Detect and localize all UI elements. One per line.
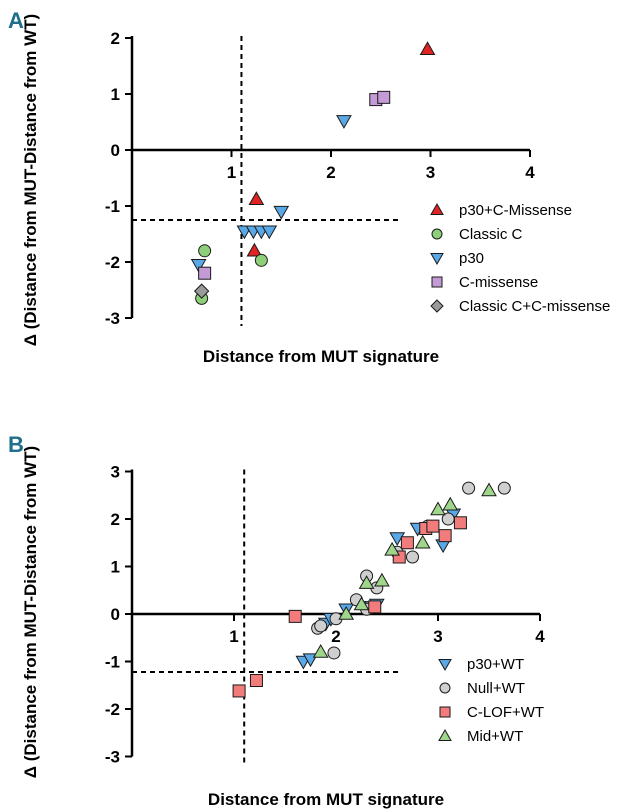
panel-b-point-c-lof-wt: [249, 674, 263, 687]
panel-a-legend-marker: [430, 253, 444, 266]
panel-a-y-tick-label: -3: [105, 309, 120, 328]
panel-b-point-null-wt: [462, 481, 476, 495]
panel-letter-b: B: [8, 432, 24, 457]
panel-b-point-null-wt: [314, 619, 328, 633]
panel-b-point-mid-wt: [384, 541, 400, 556]
panel-a-x-tick-label: 4: [525, 163, 535, 182]
panel-b-point-c-lof-wt: [368, 600, 382, 614]
panel-b-point-c-lof-wt: [426, 519, 440, 533]
panel-a-y-tick-label: -1: [105, 197, 120, 216]
panel-b-x-tick-label: 2: [331, 627, 340, 646]
panel-b-y-tick-label: 1: [111, 558, 120, 577]
panel-a-point-p30: [261, 225, 278, 240]
panel-b-point-c-lof-wt: [453, 516, 467, 530]
panel-b-y-tick-label: 0: [111, 605, 120, 624]
panel-b-point-c-lof-wt: [400, 536, 414, 550]
panel-a-y-axis-title: Δ (Distance from MUT-Distance from WT): [21, 14, 40, 346]
panel-b-legend-label: Mid+WT: [467, 728, 523, 745]
panel-a-point-p30-c-missense: [419, 41, 436, 55]
panel-a-point-c-missense: [377, 90, 391, 104]
panel-b-legend-label: p30+WT: [467, 656, 524, 673]
panel-b-point-mid-wt: [338, 605, 355, 620]
panel-b-x-axis-title: Distance from MUT signature: [208, 790, 444, 809]
panel-b-point-mid-wt: [481, 482, 497, 497]
panel-b-point-null-wt: [327, 646, 341, 660]
panel-b-legend-marker: [438, 728, 452, 741]
panel-a-y-tick-label: 1: [111, 85, 120, 104]
panel-a-legend-label: Classic C+C-missense: [459, 298, 610, 315]
panel-a-legend-label: Classic C: [459, 226, 523, 243]
panel-a-legend-marker: [430, 202, 444, 215]
panel-a-legend-label: C-missense: [459, 274, 538, 291]
panel-a-point-classic-c: [198, 244, 212, 258]
panel-b-y-tick-label: -3: [105, 748, 120, 767]
panel-b-point-p30-wt: [389, 532, 406, 547]
panel-a-point-p30: [273, 205, 290, 220]
panel-b-point-mid-wt: [442, 496, 459, 511]
panel-b-legend-marker: [439, 706, 451, 718]
panel-b-point-null-wt: [497, 481, 511, 495]
panel-b-y-tick-label: 3: [111, 463, 120, 482]
panel-a-x-axis-title: Distance from MUT signature: [203, 347, 439, 366]
panel-b-point-c-lof-wt: [288, 609, 302, 623]
panel-a-y-tick-label: 0: [111, 141, 120, 160]
panel-a-point-p30-c-missense: [248, 191, 265, 206]
panel-b-x-tick-label: 3: [433, 627, 442, 646]
panel-b-x-tick-label: 1: [229, 627, 238, 646]
panel-b-legend-marker: [439, 682, 451, 694]
panel-b-legend-label: C-LOF+WT: [467, 704, 544, 721]
panel-a-y-tick-label: -2: [105, 253, 120, 272]
panel-a-legend-label: p30+C-Missense: [459, 202, 572, 219]
panel-b-point-mid-wt: [414, 534, 431, 549]
panel-a-point-p30: [336, 115, 352, 129]
panel-b-point-mid-wt: [353, 596, 370, 611]
panel-a-point-classic-c: [254, 253, 268, 267]
panel-b-y-tick-label: 2: [111, 510, 120, 529]
panel-b-legend-marker: [438, 659, 452, 672]
panel-a-point-classic-c-c-missense: [193, 283, 210, 299]
panel-a-legend-label: p30: [459, 250, 484, 267]
panel-b-legend-label: Null+WT: [467, 680, 525, 697]
panel-b-point-null-wt: [406, 550, 419, 564]
panel-b-point-mid-wt: [358, 575, 375, 589]
panel-b-y-tick-label: -1: [105, 653, 120, 672]
panel-b-y-axis-title: Δ (Distance from MUT-Distance from WT): [21, 446, 40, 778]
panel-b-y-tick-label: -2: [105, 700, 120, 719]
panel-a-legend-marker: [430, 299, 444, 313]
panel-a-y-tick-label: 2: [111, 29, 120, 48]
panel-letter-a: A: [8, 8, 24, 33]
panel-a-x-tick-label: 2: [326, 163, 335, 182]
panel-a-point-p30: [190, 259, 207, 273]
panel-a-x-tick-label: 1: [227, 163, 236, 182]
panel-a-x-tick-label: 3: [426, 163, 435, 182]
panel-b-point-mid-wt: [430, 501, 446, 516]
panel-b-point-mid-wt: [312, 643, 329, 658]
panel-a-point-c-missense: [198, 266, 212, 280]
panel-b-x-tick-label: 4: [535, 627, 545, 646]
panel-b-point-c-lof-wt: [438, 529, 452, 543]
panel-b-point-mid-wt: [374, 572, 390, 587]
panel-a-legend-marker: [431, 276, 443, 288]
panel-a-legend-marker: [431, 228, 443, 240]
panel-a-point-p30-c-missense: [246, 242, 263, 257]
panel-b-point-c-lof-wt: [232, 684, 246, 698]
